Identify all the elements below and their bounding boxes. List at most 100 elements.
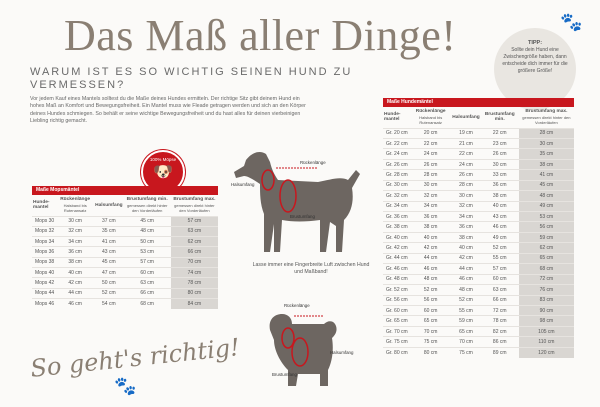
tipp-bubble: TIPP: Sollte dein Hund eine Zwischengröß… [494, 28, 576, 110]
table-cell: 63 cm [170, 225, 218, 237]
table-row: Gr. 75 cm 75 cm 70 cm 86 cm 110 cm [383, 336, 574, 348]
table-cell: 72 cm [518, 273, 574, 285]
table-cell: 48 cm [410, 273, 452, 285]
table-cell: 90 cm [518, 304, 574, 316]
table-cell: 56 cm [410, 294, 452, 306]
pug-label-rueckenlaenge: Rückenlänge [284, 303, 310, 308]
table-cell: Mops 46 [32, 297, 57, 309]
table-cell: 35 cm [94, 225, 124, 237]
table-cell: 98 cm [518, 315, 574, 327]
table-cell: 78 cm [170, 277, 218, 289]
table-cell: Gr. 56 cm [383, 294, 411, 306]
table-cell: 22 cm [451, 148, 481, 160]
column-header-sublabel: gemessen direkt hinter den Vorderläufen [522, 114, 571, 126]
table-cell: 62 cm [170, 236, 218, 247]
table-cell: Gr. 24 cm [383, 148, 411, 160]
table-cell: 63 cm [123, 277, 171, 289]
table-cell: 55 cm [451, 304, 481, 316]
table-cell: 75 cm [410, 336, 452, 348]
pug-measure-neck [281, 327, 295, 349]
table-cell: Gr. 20 cm [383, 127, 411, 139]
pug-table-title: Maße Mopsmäntel [32, 186, 218, 195]
dog-table: Hunde-mantel Rückenlänge Halsband bis Rute… [383, 107, 574, 358]
pug-illustration [269, 314, 337, 386]
column-header-label: Brustumfang max. [173, 197, 216, 202]
table-cell: 52 cm [480, 242, 519, 254]
table-cell: 41 cm [518, 169, 574, 181]
measure-neck-ring [261, 169, 275, 191]
table-cell: Mops 38 [32, 256, 57, 268]
table-cell: 120 cm [518, 346, 574, 358]
table-cell: 66 cm [480, 294, 519, 306]
large-dog-illustration [234, 152, 360, 252]
label-brustumfang: Brustumfang [290, 214, 315, 219]
table-cell: 40 cm [480, 200, 519, 212]
table-cell: 49 cm [480, 231, 519, 243]
table-cell: 43 cm [480, 210, 519, 222]
column-header-label: Hunde-mantel [33, 199, 50, 211]
column-header-label: Brustumfang min. [126, 197, 168, 202]
table-cell: 42 cm [56, 277, 95, 289]
table-cell: 44 cm [451, 263, 481, 275]
column-header: Halsumfang [94, 195, 123, 216]
table-cell: 24 cm [451, 158, 481, 170]
table-cell: 26 cm [451, 169, 481, 181]
table-cell: 35 cm [518, 148, 574, 160]
table-cell: Gr. 46 cm [383, 263, 411, 275]
table-cell: 36 cm [56, 246, 95, 258]
table-row: Gr. 26 cm 26 cm 24 cm 30 cm 38 cm [383, 158, 574, 170]
column-header: Brustumfang min. [481, 107, 519, 128]
table-cell: 32 cm [56, 225, 95, 237]
measuring-note: Lasse immer eine Fingerbreite Luft zwisc… [252, 262, 370, 275]
column-header: Hunde-mantel [383, 107, 410, 128]
table-row: Gr. 24 cm 24 cm 22 cm 26 cm 35 cm [383, 148, 574, 160]
table-cell: 22 cm [410, 137, 452, 149]
table-cell: 48 cm [518, 190, 574, 202]
table-cell: Gr. 22 cm [383, 137, 411, 149]
table-row: Gr. 44 cm 44 cm 42 cm 55 cm 65 cm [383, 252, 574, 264]
table-cell: 45 cm [518, 179, 574, 191]
column-header-sublabel: Halsband bis Rutenansatz [63, 202, 87, 214]
label-halsumfang: Halsumfang [231, 182, 255, 187]
column-header-label: Brustumfang min. [484, 111, 515, 123]
table-cell: 84 cm [170, 297, 218, 309]
table-cell: 70 cm [451, 336, 481, 348]
table-cell: 65 cm [451, 325, 481, 337]
table-cell: 48 cm [451, 284, 481, 295]
table-cell: 70 cm [170, 256, 218, 268]
tipp-heading: TIPP: [527, 40, 543, 46]
table-row: Mops 34 34 cm 41 cm 50 cm 62 cm [32, 236, 218, 247]
table-row: Mops 38 38 cm 45 cm 57 cm 70 cm [32, 256, 218, 268]
table-cell: 70 cm [410, 325, 452, 337]
table-cell: 48 cm [123, 225, 171, 237]
table-cell: 68 cm [518, 263, 574, 275]
table-cell: Gr. 42 cm [383, 242, 411, 254]
pug-label-brustumfang: Brustumfang [272, 372, 297, 377]
table-cell: 62 cm [518, 242, 574, 254]
column-header: Hunde-mantel [32, 195, 56, 216]
table-cell: 34 cm [56, 236, 95, 247]
table-row: Mops 36 36 cm 43 cm 53 cm 66 cm [32, 246, 218, 258]
table-row: Gr. 80 cm 80 cm 75 cm 89 cm 120 cm [383, 346, 574, 358]
table-cell: 28 cm [410, 169, 452, 181]
table-cell: Gr. 36 cm [383, 210, 411, 222]
table-row: Gr. 40 cm 40 cm 38 cm 49 cm 59 cm [383, 231, 574, 243]
table-cell: 53 cm [123, 246, 171, 258]
column-header-sublabel: Halsband bis Rutenansatz [419, 114, 443, 126]
table-cell: 30 cm [410, 179, 452, 191]
table-cell: Gr. 52 cm [383, 284, 411, 295]
table-cell: 44 cm [56, 287, 95, 299]
table-cell: 52 cm [451, 294, 481, 306]
table-cell: 46 cm [451, 273, 481, 285]
subtitle: WARUM IST ES SO WICHTIG SEINEN HUND ZU V… [30, 66, 353, 91]
table-cell: Gr. 34 cm [383, 200, 411, 212]
table-cell: 49 cm [518, 200, 574, 212]
table-cell: Gr. 60 cm [383, 304, 411, 316]
table-cell: 59 cm [518, 231, 574, 243]
table-cell: 60 cm [480, 273, 519, 285]
table-row: Gr. 20 cm 20 cm 19 cm 22 cm 28 cm [383, 127, 574, 139]
table-cell: Gr. 26 cm [383, 158, 411, 170]
table-row: Gr. 36 cm 36 cm 34 cm 43 cm 53 cm [383, 210, 574, 222]
table-cell: 59 cm [451, 315, 481, 327]
table-cell: 26 cm [410, 158, 452, 170]
